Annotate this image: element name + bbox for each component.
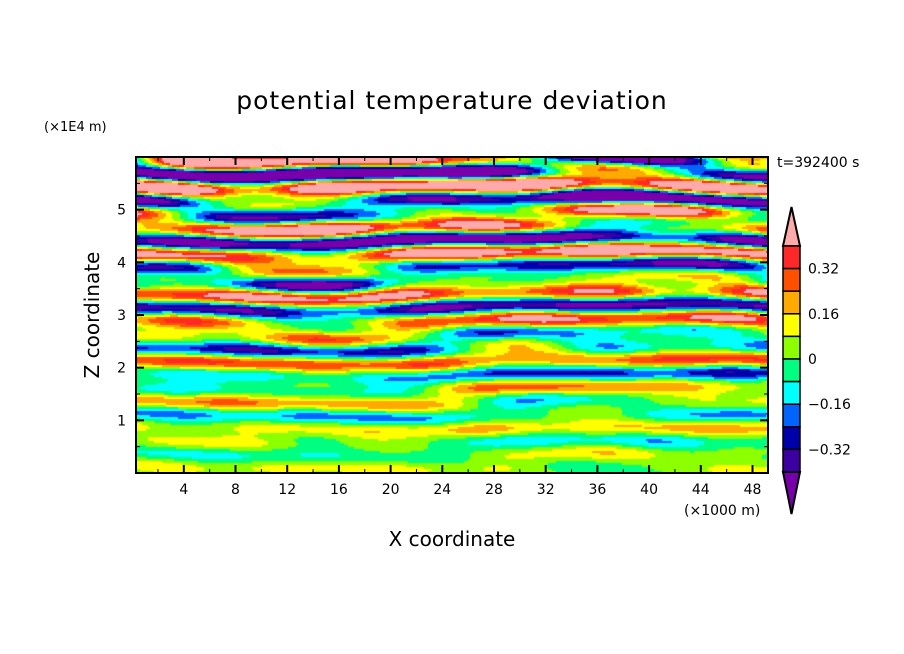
colorbar-tick-label: 0 bbox=[808, 352, 817, 368]
time-label: t=392400 s bbox=[777, 155, 860, 171]
colorbar-box bbox=[782, 335, 801, 360]
colorbar-box bbox=[782, 290, 801, 315]
colorbar-tick-label: −0.32 bbox=[808, 442, 851, 458]
colorbar-tick-label: 0.16 bbox=[808, 307, 839, 323]
x-tick-label: 12 bbox=[278, 482, 296, 498]
chart-title: potential temperature deviation bbox=[236, 86, 668, 115]
x-tick-label: 28 bbox=[485, 482, 503, 498]
y-tick-label: 5 bbox=[117, 203, 126, 219]
x-tick-label: 32 bbox=[537, 482, 555, 498]
y-axis-unit: (×1E4 m) bbox=[44, 120, 107, 135]
x-tick-label: 24 bbox=[433, 482, 451, 498]
colorbar-box bbox=[782, 448, 801, 473]
plot-frame bbox=[135, 156, 769, 474]
x-tick-label: 40 bbox=[640, 482, 658, 498]
x-tick-label: 48 bbox=[744, 482, 762, 498]
colorbar-box bbox=[782, 426, 801, 451]
colorbar-box bbox=[782, 267, 801, 292]
colorbar-extend-min bbox=[781, 471, 802, 515]
x-axis-label: X coordinate bbox=[388, 527, 516, 551]
colorbar-box bbox=[782, 245, 801, 270]
y-tick-label: 1 bbox=[117, 413, 126, 429]
colorbar-box bbox=[782, 380, 801, 405]
colorbar-box bbox=[782, 313, 801, 338]
x-tick-label: 8 bbox=[231, 482, 240, 498]
y-tick-label: 4 bbox=[117, 255, 126, 271]
y-tick-label: 3 bbox=[117, 308, 126, 324]
x-tick-label: 20 bbox=[382, 482, 400, 498]
colorbar-extend-max bbox=[781, 206, 802, 247]
colorbar-box bbox=[782, 358, 801, 383]
contour-field bbox=[136, 157, 768, 473]
colorbar-tick-label: −0.16 bbox=[808, 397, 851, 413]
colorbar-tick-label: 0.32 bbox=[808, 262, 839, 278]
x-tick-label: 4 bbox=[179, 482, 188, 498]
y-tick-label: 2 bbox=[117, 361, 126, 377]
x-tick-label: 36 bbox=[588, 482, 606, 498]
x-tick-label: 16 bbox=[330, 482, 348, 498]
colorbar-box bbox=[782, 403, 801, 428]
x-axis-unit: (×1000 m) bbox=[684, 503, 761, 519]
x-tick-label: 44 bbox=[692, 482, 710, 498]
